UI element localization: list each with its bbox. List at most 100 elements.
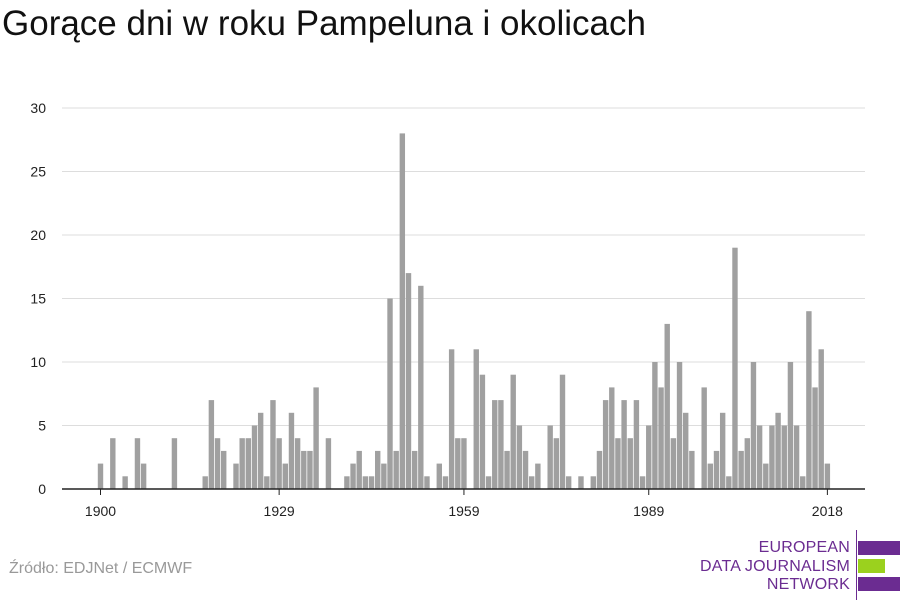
bar-2009 — [769, 425, 775, 489]
edjnet-logo[interactable]: EUROPEAN DATA JOURNALISM NETWORK — [700, 530, 900, 600]
x-axis: 1900 1929 1959 1989 2018 — [62, 488, 865, 519]
bar-chart: 0 5 10 15 20 25 30 1900 1929 1959 1989 2018 — [30, 100, 865, 519]
bar-1961 — [473, 349, 479, 489]
bar-1943 — [362, 476, 369, 489]
bar-1925 — [251, 425, 258, 489]
source-note: Źródło: EDJNet / ECMWF — [9, 560, 193, 577]
bar-1952 — [418, 285, 424, 489]
bar-1992 — [664, 323, 670, 489]
bar-1945 — [375, 450, 381, 489]
bar-1962 — [479, 374, 486, 489]
y-tick-label: 30 — [30, 100, 46, 116]
bar-1904 — [122, 476, 128, 489]
bar-1981 — [596, 450, 603, 489]
bar-1933 — [301, 450, 307, 489]
gridlines — [62, 107, 865, 426]
bar-1976 — [565, 476, 572, 489]
bar-2005 — [744, 438, 750, 489]
bar-1967 — [510, 374, 516, 489]
bar-1931 — [288, 412, 295, 489]
bar-1958 — [455, 438, 461, 489]
bar-1987 — [633, 400, 640, 489]
y-axis-ticks: 0 5 10 15 20 25 30 — [30, 100, 46, 497]
bar-1944 — [368, 476, 375, 489]
bar-1906 — [134, 438, 141, 489]
chart-title: Gorące dni w roku Pampeluna i okolicach — [2, 4, 646, 43]
bar-1996 — [689, 450, 695, 489]
bar-1970 — [529, 476, 535, 489]
bar-1995 — [683, 412, 689, 489]
bar-1953 — [424, 476, 430, 489]
y-tick-label: 25 — [30, 164, 46, 180]
bar-1956 — [442, 476, 449, 489]
bar-1984 — [615, 438, 621, 489]
logo-stripe-middle — [858, 559, 885, 573]
y-tick-label: 5 — [38, 418, 46, 434]
logo-line-2: DATA JOURNALISM — [700, 558, 850, 575]
bar-1942 — [356, 450, 362, 489]
logo-stripe-top — [858, 541, 900, 555]
bar-1969 — [522, 450, 529, 489]
bar-1919 — [214, 438, 221, 489]
bar-1920 — [221, 450, 227, 489]
bar-1964 — [492, 400, 498, 489]
bar-1948 — [393, 450, 399, 489]
bar-1968 — [516, 425, 523, 489]
bar-1912 — [171, 438, 178, 489]
bar-1971 — [535, 463, 541, 489]
bar-1940 — [344, 476, 350, 489]
bar-1999 — [707, 463, 714, 489]
bar-2018 — [824, 463, 831, 489]
bar-1923 — [239, 438, 245, 489]
bar-1924 — [245, 438, 252, 489]
bar-1983 — [609, 387, 615, 489]
bar-2014 — [800, 476, 806, 489]
x-tick-label: 1929 — [264, 503, 295, 519]
bar-2013 — [793, 425, 800, 489]
bar-1928 — [270, 400, 276, 489]
bar-1959 — [461, 438, 467, 489]
logo-line-3: NETWORK — [766, 576, 850, 593]
bar-1989 — [646, 425, 652, 489]
bar-2011 — [781, 425, 787, 489]
bar-1917 — [202, 476, 208, 489]
bar-1932 — [294, 438, 301, 489]
bar-1949 — [399, 133, 406, 489]
bar-1951 — [411, 450, 418, 489]
x-tick-label: 2018 — [812, 503, 843, 519]
bar-1957 — [448, 349, 455, 489]
bar-1966 — [504, 450, 510, 489]
x-tick-label: 1900 — [85, 503, 116, 519]
bar-1986 — [627, 438, 633, 489]
bar-1937 — [325, 438, 332, 489]
bar-2002 — [726, 476, 732, 489]
bar-1955 — [436, 463, 442, 489]
bar-1927 — [264, 476, 270, 489]
bar-1922 — [233, 463, 239, 489]
logo-line-1: EUROPEAN — [758, 539, 850, 556]
bar-1988 — [639, 476, 646, 489]
bar-2001 — [719, 412, 726, 489]
bar-1980 — [590, 476, 596, 489]
bar-1941 — [350, 463, 356, 489]
x-tick-label: 1989 — [633, 503, 664, 519]
bar-2007 — [756, 425, 763, 489]
y-tick-label: 10 — [30, 354, 46, 370]
y-tick-label: 15 — [30, 291, 46, 307]
bar-1974 — [553, 438, 560, 489]
bar-1935 — [313, 387, 319, 489]
bar-2016 — [812, 387, 818, 489]
bar-1930 — [282, 463, 288, 489]
bar-1902 — [110, 438, 116, 489]
y-tick-label: 20 — [30, 227, 46, 243]
logo-divider — [856, 530, 857, 600]
bar-1994 — [676, 362, 683, 489]
bar-1991 — [658, 387, 664, 489]
bar-1934 — [307, 450, 313, 489]
bar-1985 — [621, 400, 627, 489]
bar-2015 — [806, 311, 812, 489]
bars — [97, 133, 831, 489]
bar-1963 — [485, 476, 492, 489]
bar-1900 — [97, 463, 104, 489]
bar-1965 — [498, 400, 504, 489]
